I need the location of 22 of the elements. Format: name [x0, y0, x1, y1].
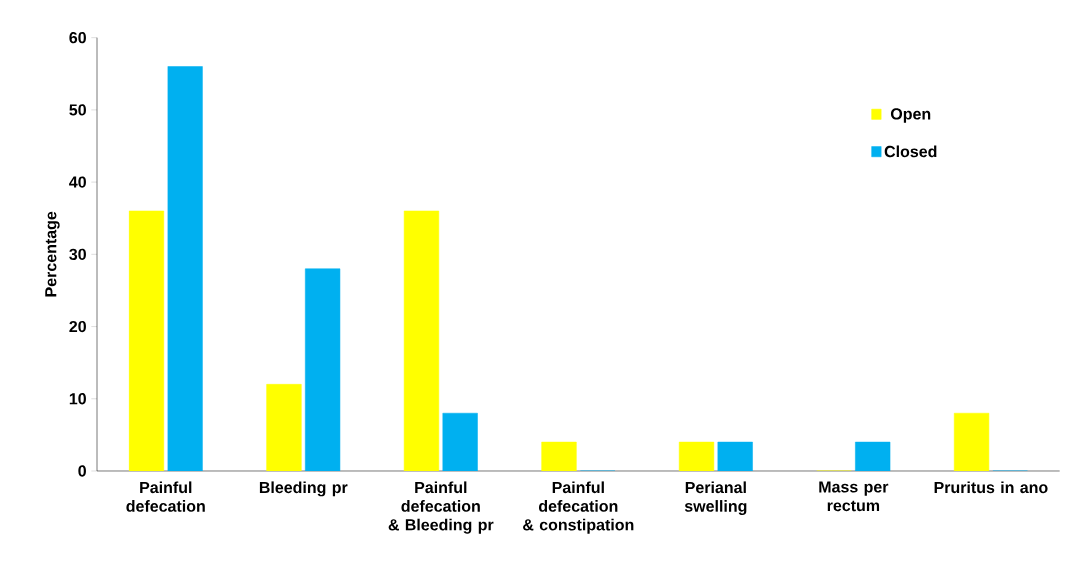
- x-tick-label: Painful defecation: [126, 481, 205, 512]
- x-tick-label: Painful defecation & Bleeding pr: [388, 481, 494, 534]
- y-tick-label: 40: [69, 176, 86, 188]
- y-tick-label: 10: [69, 393, 86, 405]
- bar: [305, 268, 341, 471]
- y-tick-label: 0: [78, 465, 86, 477]
- y-tick-label: 30: [69, 248, 86, 261]
- y-tick-label: 60: [69, 32, 86, 44]
- bar: [717, 441, 753, 471]
- y-tick-label: 20: [69, 320, 86, 333]
- x-tick-label: Painful defecation & constipation: [523, 481, 634, 534]
- bar: [442, 412, 478, 471]
- x-tick-label: Perianal swelling: [684, 481, 747, 516]
- bar: [167, 66, 203, 471]
- x-tick-label: Bleeding pr: [259, 481, 348, 497]
- x-tick-label: Pruritus in ano: [934, 481, 1048, 494]
- x-tick-label: Mass per rectum: [819, 481, 889, 512]
- bar: [855, 441, 891, 471]
- legend-label: Open: [890, 108, 931, 123]
- y-axis-title: Percentage: [45, 211, 60, 297]
- legend-label: Closed: [884, 145, 937, 158]
- y-tick-label: 50: [69, 104, 86, 116]
